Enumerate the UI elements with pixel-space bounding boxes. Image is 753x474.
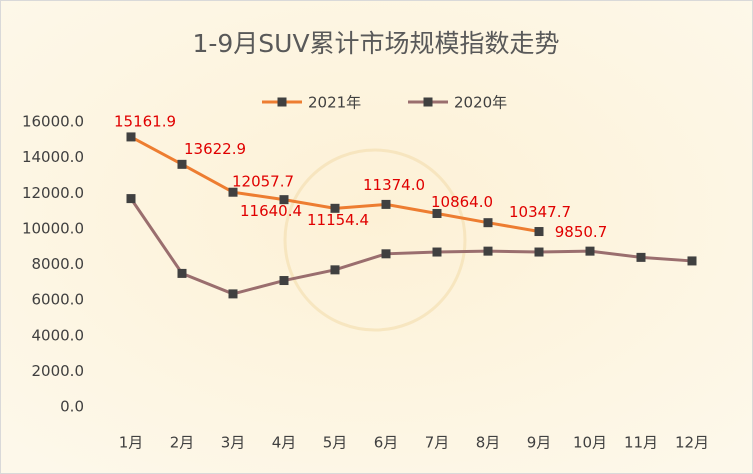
x-tick-label: 3月 [221, 434, 246, 452]
x-tick-label: 6月 [374, 434, 399, 452]
y-tick-label: 10000.0 [22, 219, 84, 237]
y-tick-label: 4000.0 [32, 326, 85, 344]
point-marker [381, 249, 391, 259]
point-marker [432, 247, 442, 257]
point-marker [534, 227, 544, 237]
chart-title: 1-9月SUV累计市场规模指数走势 [192, 29, 559, 58]
point-marker [177, 268, 187, 278]
point-marker [279, 195, 289, 205]
point-marker [126, 132, 136, 142]
data-label: 12057.7 [232, 173, 294, 191]
y-tick-label: 12000.0 [22, 184, 84, 202]
y-tick-label: 0.0 [60, 398, 84, 416]
x-tick-label: 8月 [476, 434, 501, 452]
x-tick-label: 10月 [573, 434, 607, 452]
x-tick-label: 4月 [272, 434, 297, 452]
point-marker [279, 276, 289, 286]
data-label: 11154.4 [307, 211, 369, 229]
point-marker [636, 252, 646, 262]
x-tick-label: 12月 [675, 434, 709, 452]
series-line [129, 197, 693, 296]
data-label: 13622.9 [184, 140, 246, 158]
point-marker [177, 159, 187, 169]
point-marker [381, 199, 391, 209]
point-marker [585, 246, 595, 256]
data-label: 10864.0 [431, 193, 493, 211]
y-tick-label: 16000.0 [22, 113, 84, 131]
y-tick-label: 14000.0 [22, 148, 84, 166]
point-marker [483, 246, 493, 256]
data-label: 10347.7 [509, 203, 571, 221]
y-tick-label: 6000.0 [32, 291, 85, 309]
point-marker [228, 289, 238, 299]
legend-marker [423, 97, 433, 107]
point-marker [228, 187, 238, 197]
point-marker [687, 256, 697, 266]
point-marker [432, 208, 442, 218]
x-tick-label: 11月 [624, 434, 658, 452]
y-tick-label: 8000.0 [32, 255, 85, 273]
data-label: 9850.7 [555, 223, 608, 241]
data-label: 11640.4 [240, 202, 302, 220]
point-marker [330, 265, 340, 275]
x-tick-label: 9月 [527, 434, 552, 452]
point-marker [126, 194, 136, 204]
watermark [283, 148, 467, 332]
x-tick-label: 5月 [323, 434, 348, 452]
point-marker [483, 218, 493, 228]
x-tick-label: 2月 [170, 434, 195, 452]
legend-label: 2020年 [454, 94, 507, 112]
point-marker [330, 203, 340, 213]
data-label: 15161.9 [114, 112, 176, 130]
x-tick-label: 1月 [119, 434, 144, 452]
legend-label: 2021年 [308, 94, 361, 112]
data-label: 11374.0 [363, 176, 425, 194]
x-tick-label: 7月 [425, 434, 450, 452]
point-marker [534, 247, 544, 257]
legend-marker [277, 97, 287, 107]
y-tick-label: 2000.0 [32, 362, 85, 380]
